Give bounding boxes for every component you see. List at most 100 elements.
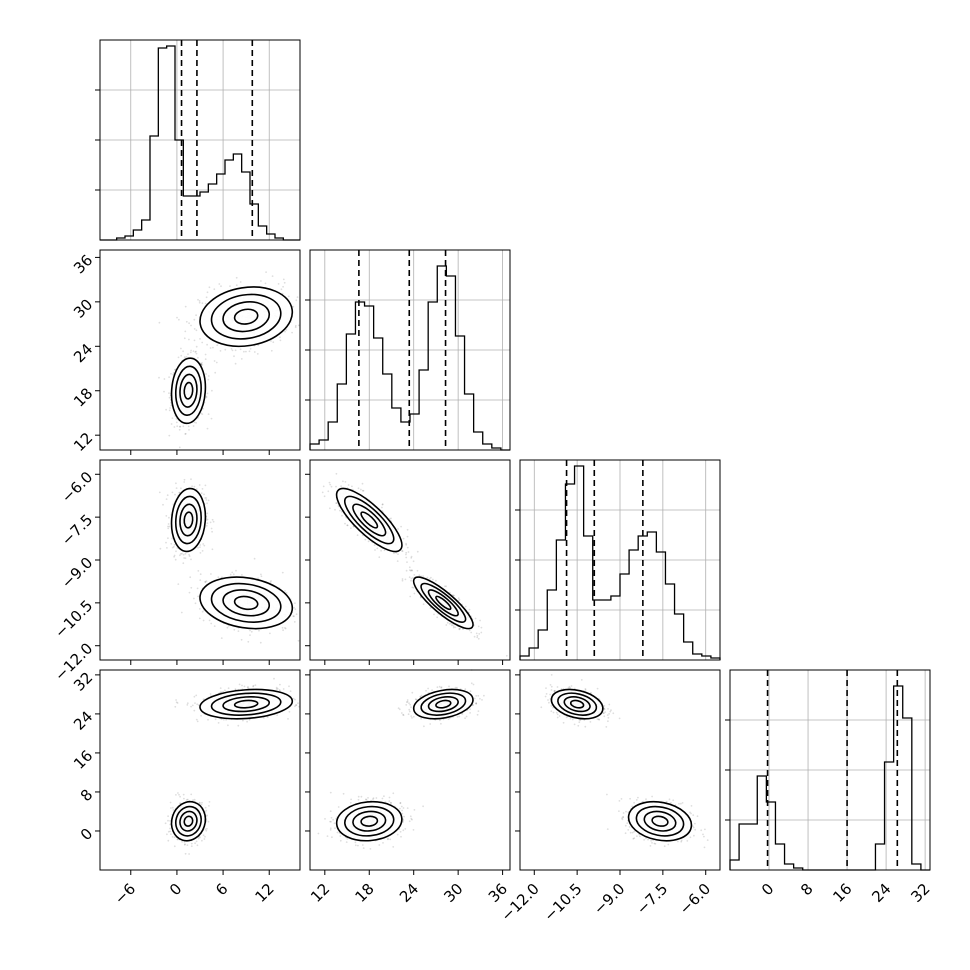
sample-point — [206, 502, 209, 505]
sample-point — [294, 324, 297, 327]
sample-point — [364, 538, 367, 541]
sample-point — [186, 702, 189, 705]
sample-point — [184, 305, 187, 308]
sample-point — [477, 625, 480, 628]
sample-point — [159, 547, 162, 550]
sample-point — [177, 356, 180, 359]
sample-point — [193, 328, 196, 330]
sample-point — [340, 485, 342, 487]
sample-point — [287, 718, 289, 720]
sample-point — [452, 626, 455, 629]
sample-point — [180, 354, 183, 357]
y-tick-label: 36 — [70, 251, 96, 277]
sample-point — [296, 296, 299, 298]
sample-point — [168, 516, 170, 519]
sample-point — [241, 574, 243, 576]
sample-point — [193, 318, 196, 321]
sample-point — [193, 709, 196, 712]
sample-point — [406, 546, 409, 549]
sample-point — [206, 392, 209, 395]
sample-point — [204, 806, 207, 809]
sample-point — [199, 579, 202, 581]
sample-point — [293, 606, 295, 609]
sample-point — [220, 285, 222, 288]
sample-point — [328, 481, 331, 484]
y-tick-label: −9.0 — [58, 554, 96, 592]
sample-point — [476, 634, 479, 637]
sample-point — [195, 694, 198, 697]
sample-point — [219, 350, 222, 352]
sample-point — [184, 432, 187, 435]
sample-point — [208, 619, 211, 622]
sample-point — [273, 677, 275, 680]
sample-point — [210, 622, 213, 625]
sample-point — [397, 528, 399, 530]
y-tick-label: 18 — [70, 384, 96, 410]
sample-point — [432, 578, 434, 581]
sample-point — [458, 628, 461, 631]
sample-point — [183, 481, 186, 483]
sample-point — [445, 585, 447, 588]
sample-point — [181, 840, 184, 843]
sample-point — [191, 704, 194, 707]
sample-point — [175, 794, 177, 796]
sample-point — [170, 423, 173, 425]
sample-point — [173, 554, 176, 557]
sample-point — [240, 638, 243, 641]
sample-point — [406, 528, 409, 531]
sample-point — [452, 594, 455, 597]
sample-point — [480, 631, 483, 634]
sample-point — [264, 282, 267, 285]
sample-point — [193, 798, 196, 801]
sample-point — [190, 478, 192, 481]
sample-point — [201, 341, 204, 344]
sample-point — [169, 801, 172, 804]
sample-point — [178, 428, 181, 431]
sample-point — [208, 801, 211, 803]
y-tick-label: 12 — [70, 429, 96, 455]
sample-point — [165, 408, 168, 411]
sample-point — [199, 546, 201, 548]
sample-point — [175, 550, 177, 553]
sample-point — [197, 570, 200, 572]
sample-point — [163, 390, 165, 393]
sample-point — [213, 625, 216, 627]
sample-point — [335, 502, 337, 504]
sample-point — [182, 793, 185, 796]
sample-point — [270, 340, 272, 342]
sample-point — [478, 633, 481, 635]
sample-point — [357, 487, 360, 490]
sample-point — [450, 622, 452, 625]
sample-point — [182, 562, 185, 565]
sample-point — [344, 522, 346, 525]
sample-point — [183, 478, 186, 481]
sample-point — [406, 561, 408, 563]
sample-point — [201, 488, 204, 490]
sample-point — [192, 425, 195, 427]
sample-point — [288, 685, 290, 688]
sample-point — [206, 427, 209, 430]
sample-point — [173, 845, 176, 848]
sample-point — [287, 295, 290, 298]
sample-point — [334, 508, 336, 511]
sample-point — [168, 396, 171, 399]
sample-point — [166, 494, 169, 497]
sample-point — [204, 835, 206, 838]
sample-point — [185, 320, 188, 323]
sample-point — [162, 503, 164, 506]
sample-point — [189, 351, 192, 354]
sample-point — [175, 487, 178, 489]
sample-point — [201, 413, 204, 415]
sample-point — [203, 838, 206, 840]
sample-point — [178, 425, 181, 428]
sample-point — [408, 566, 411, 569]
sample-point — [209, 693, 212, 695]
sample-point — [380, 549, 382, 552]
sample-point — [193, 421, 196, 424]
sample-point — [186, 844, 189, 846]
sample-point — [184, 552, 187, 555]
panel-2-2 — [515, 459, 721, 661]
sample-point — [260, 575, 263, 578]
sample-point — [276, 687, 279, 690]
sample-point — [321, 491, 324, 494]
